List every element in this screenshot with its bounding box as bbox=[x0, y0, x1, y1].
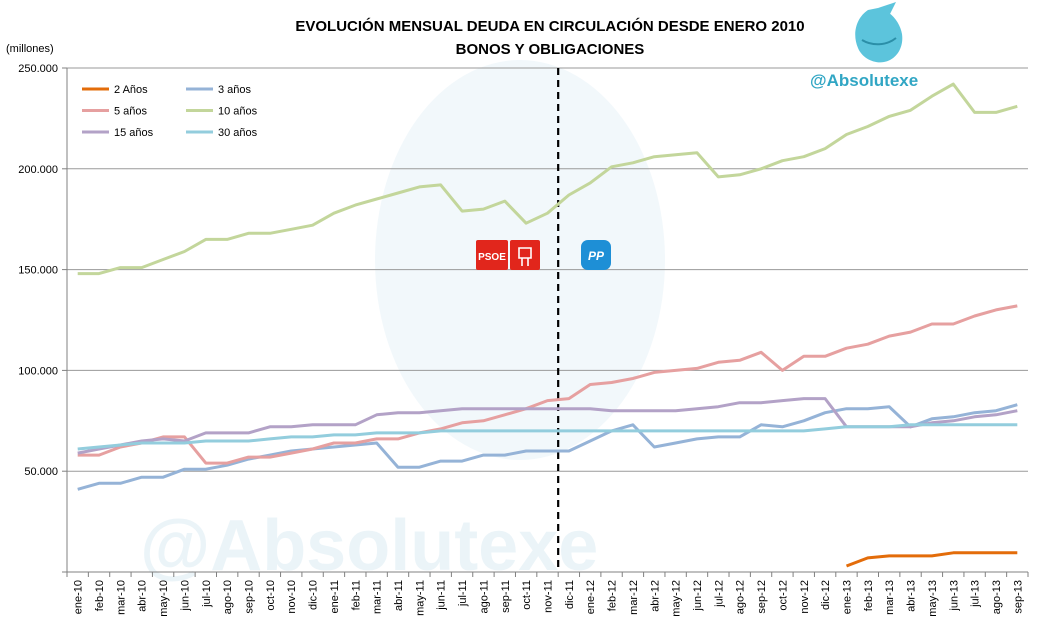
x-tick-label: nov-10 bbox=[286, 580, 298, 614]
y-axis-label: (millones) bbox=[6, 43, 54, 55]
x-tick-label: feb-12 bbox=[607, 580, 619, 611]
grid bbox=[62, 67, 1029, 577]
x-tick-label: mar-10 bbox=[115, 580, 127, 615]
x-tick-label: mar-12 bbox=[628, 580, 640, 615]
x-tick-label: ago-10 bbox=[222, 580, 234, 614]
legend-label: 10 años bbox=[218, 106, 258, 118]
y-tick-label: 200.000 bbox=[18, 164, 58, 176]
y-tick-label: 150.000 bbox=[18, 265, 58, 277]
x-tick-label: ene-12 bbox=[585, 580, 597, 614]
x-tick-label: jul-13 bbox=[970, 580, 982, 608]
x-tick-label: ago-12 bbox=[735, 580, 747, 614]
x-tick-label: ene-13 bbox=[841, 580, 853, 614]
x-tick-label: dic-10 bbox=[308, 580, 320, 610]
x-tick-label: may-10 bbox=[158, 580, 170, 617]
x-tick-label: jul-12 bbox=[713, 580, 725, 608]
legend-label: 5 años bbox=[114, 106, 148, 118]
x-tick-label: sep-10 bbox=[244, 580, 256, 614]
legend-label: 15 años bbox=[114, 127, 154, 139]
y-tick-label: 250.000 bbox=[18, 63, 58, 75]
brand-handle: @Absolutexe bbox=[810, 71, 918, 90]
legend-label: 2 Años bbox=[114, 84, 148, 96]
x-axis-ticks: ene-10 feb-10 mar-10 abr-10 may-10 jun-10 jul-… bbox=[73, 580, 1025, 617]
legend-label: 30 años bbox=[218, 127, 258, 139]
x-tick-label: may-12 bbox=[671, 580, 683, 617]
x-tick-label: nov-11 bbox=[543, 580, 555, 613]
x-tick-label: abr-10 bbox=[137, 580, 149, 612]
x-tick-label: abr-13 bbox=[906, 580, 918, 612]
x-tick-label: sep-11 bbox=[500, 580, 512, 613]
x-tick-label: oct-12 bbox=[777, 580, 789, 611]
x-tick-label: sep-13 bbox=[1012, 580, 1024, 614]
psoe-rose-box bbox=[510, 240, 540, 270]
x-tick-label: ene-11 bbox=[329, 580, 341, 613]
chart-title: EVOLUCIÓN MENSUAL DEUDA EN CIRCULACIÓN D… bbox=[295, 17, 804, 35]
x-tick-label: abr-12 bbox=[649, 580, 661, 612]
chart-subtitle: BONOS Y OBLIGACIONES bbox=[456, 41, 645, 58]
pp-logo-box bbox=[581, 240, 611, 270]
rose-icon bbox=[518, 247, 532, 266]
x-tick-label: oct-10 bbox=[265, 580, 277, 611]
x-tick-label: mar-11 bbox=[372, 580, 384, 614]
psoe-logo-text: PSOE bbox=[478, 252, 506, 263]
watermark-text: @Absolutexe bbox=[140, 506, 598, 586]
x-tick-label: mar-13 bbox=[884, 580, 896, 615]
x-tick-label: abr-11 bbox=[393, 580, 405, 611]
legend: 2 Años 3 años 5 años 10 años 15 años 30 años bbox=[82, 84, 258, 139]
x-tick-label: jul-10 bbox=[201, 580, 213, 608]
x-tick-label: dic-12 bbox=[820, 580, 832, 610]
x-tick-label: feb-13 bbox=[863, 580, 875, 611]
y-tick-label: 50.000 bbox=[24, 466, 58, 478]
x-tick-label: may-13 bbox=[927, 580, 939, 617]
x-tick-label: jun-11 bbox=[436, 580, 448, 611]
series-line-1 bbox=[845, 551, 1018, 568]
x-tick-label: jun-10 bbox=[179, 580, 191, 612]
x-tick-label: ene-10 bbox=[73, 580, 85, 614]
x-tick-label: dic-11 bbox=[564, 580, 576, 609]
x-tick-label: oct-11 bbox=[521, 580, 533, 610]
x-tick-label: nov-12 bbox=[799, 580, 811, 614]
griffin-logo-icon bbox=[855, 2, 903, 63]
psoe-logo-box bbox=[476, 240, 508, 270]
psoe-logo: PSOE bbox=[476, 240, 540, 270]
x-tick-label: may-11 bbox=[414, 580, 426, 616]
x-tick-label: feb-11 bbox=[350, 580, 362, 610]
pp-logo-text: PP bbox=[588, 249, 605, 263]
legend-label: 3 años bbox=[218, 84, 252, 96]
x-tick-label: ago-11 bbox=[478, 580, 490, 613]
y-tick-label: 100.000 bbox=[18, 365, 58, 377]
x-tick-label: jun-13 bbox=[948, 580, 960, 612]
series-lines bbox=[77, 82, 1018, 568]
x-tick-label: ago-13 bbox=[991, 580, 1003, 614]
x-tick-label: jul-11 bbox=[457, 580, 469, 607]
x-tick-label: sep-12 bbox=[756, 580, 768, 614]
x-tick-label: feb-10 bbox=[94, 580, 106, 611]
y-axis-ticks: 50.000 100.000 150.000 200.000 250.000 bbox=[18, 63, 58, 478]
x-tick-label: jun-12 bbox=[692, 580, 704, 612]
pp-logo: PP bbox=[581, 240, 611, 270]
